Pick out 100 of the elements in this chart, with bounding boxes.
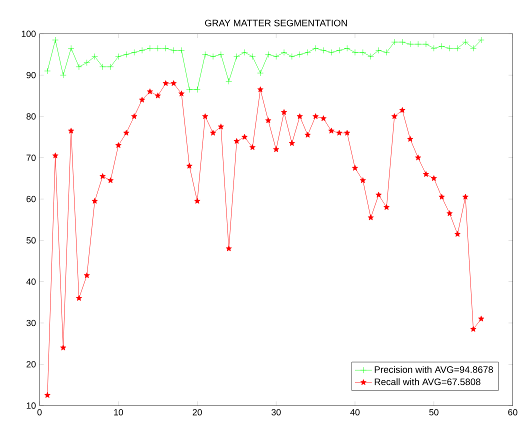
point xyxy=(296,51,303,58)
point xyxy=(312,113,319,119)
y-tick-label: 40 xyxy=(26,278,36,285)
point xyxy=(60,72,66,78)
point xyxy=(154,44,162,52)
point xyxy=(131,48,138,56)
point xyxy=(178,90,185,96)
point xyxy=(115,142,122,148)
point xyxy=(320,115,326,121)
point xyxy=(249,53,256,60)
point xyxy=(139,96,146,102)
point xyxy=(384,204,390,210)
point xyxy=(280,108,288,115)
chart-title: GRAY MATTER SEGMENTATION xyxy=(205,19,347,26)
point xyxy=(320,46,327,54)
point xyxy=(304,132,311,138)
x-tick-label: 50 xyxy=(429,408,438,416)
point xyxy=(76,63,82,70)
point xyxy=(186,86,193,93)
point xyxy=(218,123,224,130)
point xyxy=(170,80,177,86)
point xyxy=(383,48,390,56)
point xyxy=(115,53,122,60)
point xyxy=(76,294,82,301)
x-tick-label: 10 xyxy=(114,408,124,416)
y-tick-label: 50 xyxy=(26,236,36,244)
y-tick-label: 10 xyxy=(26,402,36,409)
point xyxy=(194,198,200,204)
point xyxy=(218,51,224,58)
point xyxy=(399,106,406,113)
point xyxy=(68,127,74,134)
point xyxy=(154,92,161,98)
point xyxy=(430,44,438,52)
point xyxy=(407,40,414,48)
point xyxy=(454,44,461,52)
point xyxy=(328,127,334,134)
point xyxy=(272,53,280,60)
point xyxy=(178,46,185,54)
point xyxy=(446,210,453,216)
point xyxy=(273,146,280,152)
point xyxy=(186,162,192,168)
point xyxy=(478,36,484,43)
point xyxy=(407,136,414,142)
point xyxy=(92,53,98,60)
point xyxy=(265,117,272,123)
legend-label: Recall with AVG=67.5808 xyxy=(374,378,480,385)
point xyxy=(391,38,398,46)
point xyxy=(146,44,154,52)
point xyxy=(52,36,58,43)
point xyxy=(234,138,240,144)
point xyxy=(478,315,484,322)
point xyxy=(138,46,146,54)
point xyxy=(146,88,153,94)
point xyxy=(170,46,177,54)
point xyxy=(280,48,288,56)
point xyxy=(430,174,437,181)
point xyxy=(415,154,422,160)
point xyxy=(399,38,406,46)
point xyxy=(131,113,138,119)
point xyxy=(470,44,476,52)
y-tick-label: 20 xyxy=(26,360,36,368)
point xyxy=(344,44,350,52)
point xyxy=(107,63,114,70)
point xyxy=(352,164,358,170)
point xyxy=(52,152,58,158)
point xyxy=(257,86,264,92)
point xyxy=(454,230,461,237)
point xyxy=(360,177,366,183)
point xyxy=(446,44,453,52)
point xyxy=(241,48,248,56)
point xyxy=(265,51,272,58)
point xyxy=(68,44,74,52)
point xyxy=(296,113,303,119)
point xyxy=(288,53,296,60)
x-tick-label: 60 xyxy=(508,408,518,416)
point xyxy=(462,194,468,200)
point xyxy=(391,113,398,119)
y-tick-label: 100 xyxy=(22,30,36,37)
point xyxy=(226,245,232,251)
point xyxy=(462,38,469,46)
point xyxy=(470,326,476,332)
point xyxy=(344,130,350,136)
point xyxy=(84,59,90,66)
point xyxy=(60,344,66,350)
point xyxy=(234,53,240,60)
point xyxy=(100,172,106,179)
y-tick-label: 70 xyxy=(26,154,36,161)
point xyxy=(249,144,256,150)
x-tick-label: 30 xyxy=(272,408,281,416)
point xyxy=(375,46,382,54)
point xyxy=(123,130,130,136)
point xyxy=(257,70,264,76)
y-tick-label: 80 xyxy=(26,113,36,120)
point xyxy=(99,63,106,70)
point xyxy=(84,272,90,278)
point xyxy=(352,48,358,56)
y-tick-label: 30 xyxy=(26,320,36,326)
point xyxy=(210,130,216,136)
point xyxy=(123,51,130,58)
y-tick-label: 60 xyxy=(26,196,36,202)
